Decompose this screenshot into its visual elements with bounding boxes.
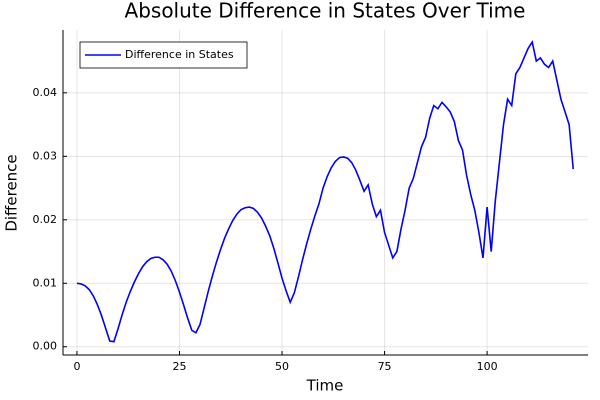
x-tick-label: 25 [172, 360, 186, 373]
x-tick-label: 50 [275, 360, 289, 373]
y-tick-label: 0.01 [33, 276, 58, 289]
x-tick-label: 100 [477, 360, 498, 373]
y-tick-label: 0.04 [33, 86, 58, 99]
legend-label: Difference in States [125, 48, 234, 61]
x-tick-label: 0 [73, 360, 80, 373]
y-tick-label: 0.00 [33, 340, 58, 353]
x-tick-label: 75 [378, 360, 392, 373]
y-axis-label: Difference [3, 154, 21, 231]
chart-title: Absolute Difference in States Over Time [125, 0, 526, 23]
line [76, 40, 575, 343]
y-tick-label: 0.02 [33, 213, 58, 226]
x-axis-label: Time [306, 377, 344, 395]
y-tick-label: 0.03 [33, 149, 58, 162]
